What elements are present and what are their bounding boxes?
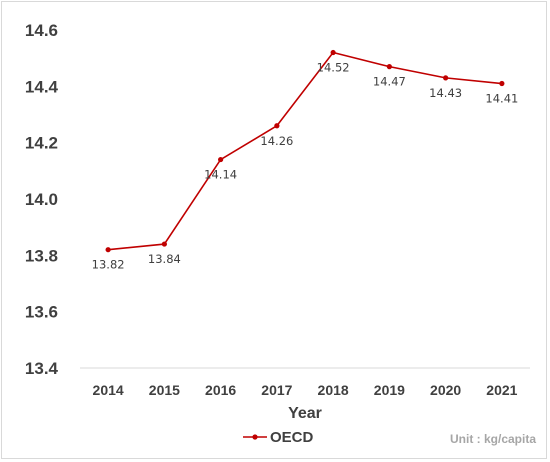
data-point (274, 123, 280, 129)
y-tick-label: 13.4 (25, 359, 59, 378)
data-point (386, 64, 392, 70)
x-tick-label: 2021 (486, 382, 517, 398)
y-tick-label: 13.6 (25, 303, 58, 322)
y-tick-label: 14.0 (25, 190, 58, 209)
data-point (443, 75, 449, 81)
x-axis-ticks: 2014 2015 2016 2017 2018 2019 2020 2021 (93, 382, 518, 398)
data-point (330, 49, 336, 56)
x-axis-title: Year (288, 405, 322, 422)
data-label: 14.41 (485, 92, 518, 106)
data-label: 14.14 (204, 168, 237, 182)
series-points (105, 49, 505, 253)
unit-note: Unit : kg/capita (450, 432, 536, 446)
data-label: 13.82 (92, 258, 125, 272)
legend-marker-icon (252, 434, 258, 440)
series-line-oecd (108, 51, 502, 251)
legend: OECD (243, 429, 314, 446)
data-labels: 13.82 13.84 14.14 14.26 14.52 14.47 14.43 14.41 (92, 61, 519, 272)
data-label: 14.26 (260, 134, 293, 148)
data-label: 14.52 (317, 61, 350, 75)
data-point (499, 80, 505, 87)
x-tick-label: 2020 (430, 382, 461, 398)
data-label: 14.43 (429, 86, 462, 100)
x-tick-label: 2016 (205, 382, 236, 398)
y-tick-label: 14.2 (25, 134, 58, 153)
x-tick-label: 2018 (318, 382, 349, 398)
x-tick-label: 2019 (374, 382, 405, 398)
x-tick-label: 2017 (261, 382, 292, 398)
legend-label-oecd: OECD (270, 429, 314, 446)
data-point (105, 247, 111, 253)
data-point (161, 241, 167, 247)
data-label: 13.84 (148, 252, 181, 266)
data-point (218, 156, 224, 163)
y-tick-label: 14.6 (25, 21, 58, 40)
data-label: 14.47 (373, 75, 406, 89)
x-tick-label: 2014 (93, 382, 124, 398)
y-tick-label: 14.4 (25, 77, 59, 96)
y-axis-ticks: 14.6 14.4 14.2 14.0 13.8 13.6 13.4 (25, 21, 59, 378)
x-tick-label: 2015 (149, 382, 180, 398)
y-tick-label: 13.8 (25, 246, 58, 265)
